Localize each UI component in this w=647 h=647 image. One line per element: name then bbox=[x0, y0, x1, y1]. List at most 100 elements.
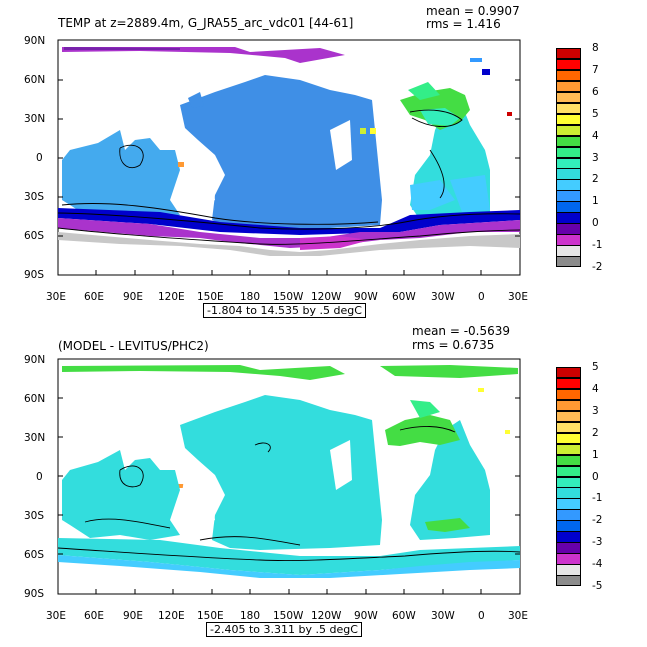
colorbar-swatch bbox=[556, 91, 581, 104]
panel-1-lat-label: 0 bbox=[36, 152, 43, 164]
colorbar-swatch bbox=[556, 476, 581, 488]
colorbar-swatch bbox=[556, 124, 581, 137]
panel-2-lon-label: 30W bbox=[431, 610, 455, 622]
colorbar-swatch bbox=[556, 223, 581, 235]
panel-1-lon-label: 30W bbox=[431, 291, 455, 303]
colorbar-swatch bbox=[556, 487, 581, 499]
colorbar-tick-label: 3 bbox=[592, 151, 599, 164]
panel-2-lon-label: 150W bbox=[273, 610, 304, 622]
colorbar-tick-label: 1 bbox=[592, 195, 599, 208]
panel-1-lon-label: 150E bbox=[197, 291, 224, 303]
panel-2-lon-label: 180 bbox=[240, 610, 261, 622]
colorbar-swatch bbox=[556, 234, 581, 246]
colorbar-tick-label: -2 bbox=[592, 261, 603, 273]
panel-2-lat-label: 60S bbox=[24, 549, 45, 561]
colorbar-swatch bbox=[556, 432, 581, 445]
colorbar-tick-label: 5 bbox=[592, 107, 599, 120]
panel-2-lon-label: 60W bbox=[392, 610, 416, 622]
colorbar-tick-label: 8 bbox=[592, 42, 599, 54]
colorbar-tick-label: 5 bbox=[592, 361, 599, 373]
panel-1-range-label: -1.804 to 14.535 by .5 degC bbox=[203, 303, 366, 318]
colorbar-tick-label: 4 bbox=[592, 382, 599, 395]
colorbar-tick-label: -1 bbox=[592, 492, 603, 505]
panel-1-lon-label: 120W bbox=[311, 291, 342, 303]
colorbar-swatch bbox=[556, 146, 581, 158]
panel-1-lat-label: 90S bbox=[24, 269, 45, 281]
panel-2-lon-label: 120W bbox=[311, 610, 342, 622]
panel-1-mean: mean = 0.9907 bbox=[426, 4, 520, 18]
panel-1-lon-label: 30E bbox=[508, 291, 528, 303]
colorbar-swatch bbox=[556, 113, 581, 126]
panel-2-rms: rms = 0.6735 bbox=[412, 338, 495, 352]
panel-1-lon-label: 90E bbox=[123, 291, 143, 303]
panel-2-lat-label: 30N bbox=[24, 432, 46, 444]
panel-1-colorbar bbox=[556, 48, 581, 268]
panel-2-lon-label: 30E bbox=[46, 610, 66, 622]
colorbar-swatch bbox=[556, 157, 581, 169]
colorbar-swatch bbox=[556, 553, 581, 565]
colorbar-swatch bbox=[556, 443, 581, 456]
panel-1-lat-label: 30S bbox=[24, 191, 45, 203]
panel-2-range-label: -2.405 to 3.311 by .5 degC bbox=[206, 622, 362, 637]
colorbar-swatch bbox=[556, 388, 581, 401]
panel-2-lon-label: 150E bbox=[197, 610, 224, 622]
colorbar-swatch bbox=[556, 520, 581, 532]
colorbar-swatch bbox=[556, 102, 581, 115]
panel-2-lon-label: 120E bbox=[158, 610, 185, 622]
panel-1-rms: rms = 1.416 bbox=[426, 17, 501, 31]
colorbar-swatch bbox=[556, 48, 581, 60]
colorbar-tick-label: -5 bbox=[592, 580, 603, 592]
panel-2-lat-label: 90N bbox=[24, 354, 46, 366]
colorbar-tick-label: 0 bbox=[592, 217, 599, 230]
panel-1-lon-label: 0 bbox=[478, 291, 485, 303]
panel-1-title: TEMP at z=2889.4m, G_JRA55_arc_vdc01 [44… bbox=[58, 16, 354, 30]
colorbar-swatch bbox=[556, 542, 581, 554]
colorbar-swatch bbox=[556, 201, 581, 213]
panel-1-lat-label: 30N bbox=[24, 113, 46, 125]
colorbar-tick-label: 6 bbox=[592, 85, 599, 98]
panel-2-lat-label: 30S bbox=[24, 510, 45, 522]
panel-1-lon-label: 150W bbox=[273, 291, 304, 303]
panel-1-lon-label: 60W bbox=[392, 291, 416, 303]
panel-2-lon-label: 0 bbox=[478, 610, 485, 622]
colorbar-swatch bbox=[556, 80, 581, 93]
colorbar-swatch bbox=[556, 377, 581, 390]
panel-2-lon-label: 90W bbox=[354, 610, 378, 622]
colorbar-tick-label: -3 bbox=[592, 536, 603, 549]
colorbar-swatch bbox=[556, 410, 581, 423]
colorbar-swatch bbox=[556, 58, 581, 71]
colorbar-swatch bbox=[556, 256, 581, 268]
colorbar-tick-label: 1 bbox=[592, 448, 599, 461]
colorbar-tick-label: 2 bbox=[592, 426, 599, 439]
colorbar-tick-label: 3 bbox=[592, 404, 599, 417]
panel-1-lat-label: 90N bbox=[24, 35, 46, 47]
panel-1-lon-label: 60E bbox=[84, 291, 104, 303]
colorbar-tick-label: -4 bbox=[592, 558, 603, 571]
colorbar-tick-label: 0 bbox=[592, 470, 599, 483]
colorbar-swatch bbox=[556, 421, 581, 434]
colorbar-tick-label: 4 bbox=[592, 129, 599, 142]
colorbar-swatch bbox=[556, 69, 581, 82]
panel-2-colorbar-labels: 5 4 3 2 1 0 -1 -2 -3 -4 -5 bbox=[592, 362, 622, 592]
panel-2-title: (MODEL - LEVITUS/PHC2) bbox=[58, 339, 209, 353]
colorbar-swatch bbox=[556, 465, 581, 477]
colorbar-swatch bbox=[556, 564, 581, 576]
panel-2-lat-label: 0 bbox=[36, 471, 43, 483]
panel-1-lon-label: 30E bbox=[46, 291, 66, 303]
panel-1-lon-label: 120E bbox=[158, 291, 185, 303]
colorbar-swatch bbox=[556, 190, 581, 202]
colorbar-swatch bbox=[556, 135, 581, 148]
colorbar-tick-label: 7 bbox=[592, 63, 599, 76]
panel-2-lat-label: 60N bbox=[24, 393, 46, 405]
colorbar-swatch bbox=[556, 399, 581, 412]
colorbar-tick-label: -1 bbox=[592, 239, 603, 252]
panel-1-lon-label: 180 bbox=[240, 291, 261, 303]
colorbar-swatch bbox=[556, 509, 581, 521]
colorbar-swatch bbox=[556, 575, 581, 587]
panel-2-lon-label: 30E bbox=[508, 610, 528, 622]
colorbar-swatch bbox=[556, 168, 581, 180]
panel-1-lat-label: 60S bbox=[24, 230, 45, 242]
colorbar-swatch bbox=[556, 454, 581, 467]
